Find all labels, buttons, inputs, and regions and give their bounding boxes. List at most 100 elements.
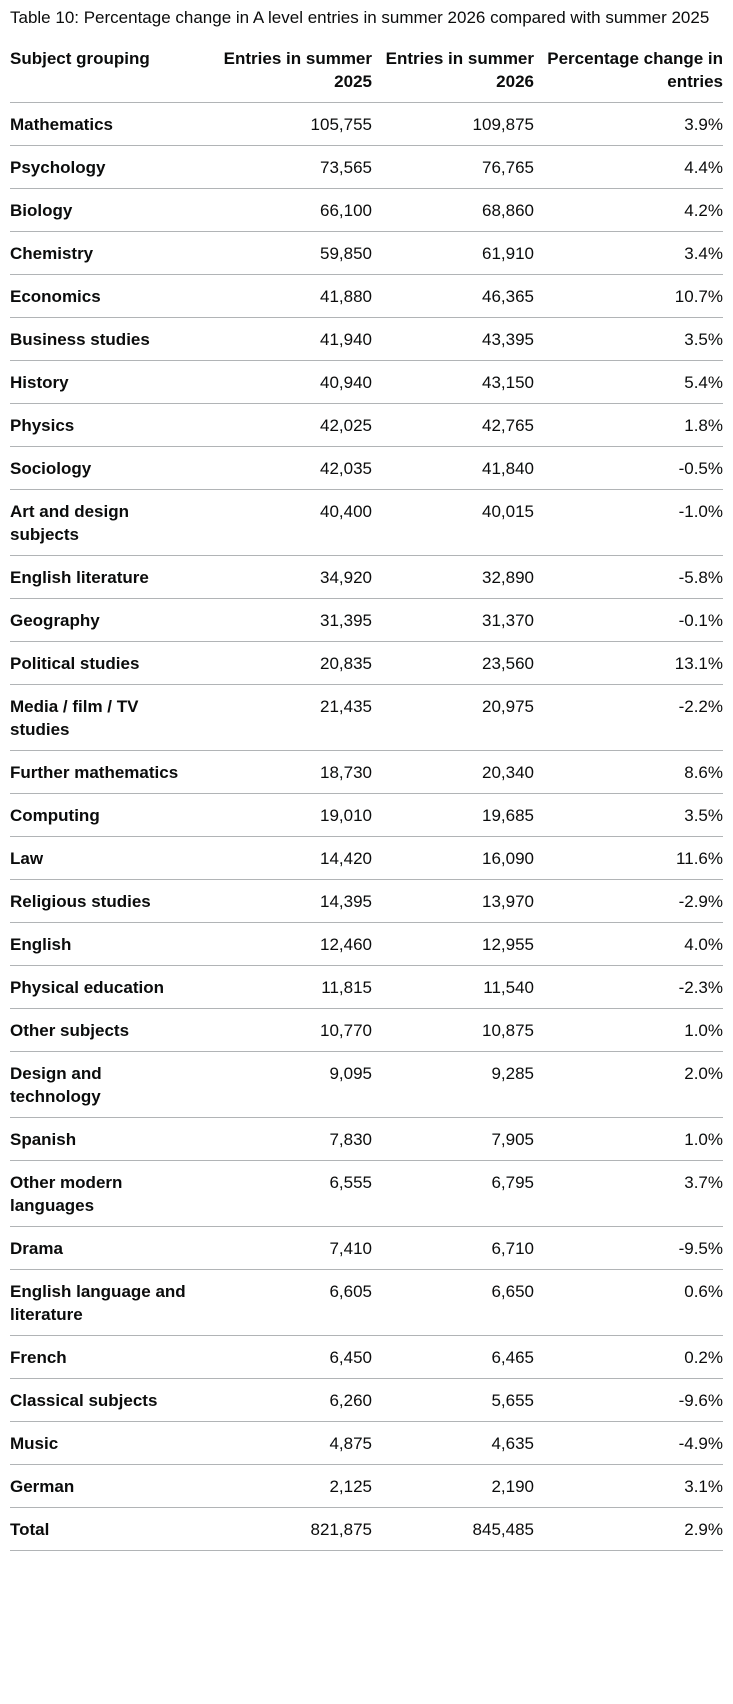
entries-2026-cell: 41,840	[372, 446, 534, 490]
header-entries-2025: Entries in summer 2025	[210, 47, 372, 103]
table-row: English language and literature 6,605 6,65…	[10, 1269, 723, 1336]
percentage-change-cell: 4.0%	[534, 922, 723, 966]
entries-2026-cell: 12,955	[372, 922, 534, 966]
entries-2026-cell: 43,395	[372, 317, 534, 361]
table-row: Sociology 42,035 41,840 -0.5%	[10, 446, 723, 490]
subject-cell: History	[10, 360, 210, 404]
percentage-change-cell: 1.0%	[534, 1008, 723, 1052]
subject-cell: Design and technology	[10, 1051, 210, 1118]
percentage-change-cell: 4.2%	[534, 188, 723, 232]
entries-2026-cell: 13,970	[372, 879, 534, 923]
percentage-change-cell: 0.6%	[534, 1269, 723, 1336]
subject-cell: French	[10, 1335, 210, 1379]
table-row: Design and technology 9,095 9,285 2.0%	[10, 1051, 723, 1118]
percentage-change-cell: 10.7%	[534, 274, 723, 318]
entries-2026-cell: 68,860	[372, 188, 534, 232]
percentage-change-cell: 3.7%	[534, 1160, 723, 1227]
percentage-change-cell: 3.4%	[534, 231, 723, 275]
percentage-change-cell: -2.2%	[534, 684, 723, 751]
subject-cell: Spanish	[10, 1117, 210, 1161]
percentage-change-cell: -9.6%	[534, 1378, 723, 1422]
percentage-change-cell: 3.9%	[534, 102, 723, 146]
entries-2026-cell: 31,370	[372, 598, 534, 642]
table-row: Economics 41,880 46,365 10.7%	[10, 274, 723, 318]
entries-2025-cell: 105,755	[210, 102, 372, 146]
table-row: Further mathematics 18,730 20,340 8.6%	[10, 750, 723, 794]
entries-2026-cell: 6,650	[372, 1269, 534, 1336]
entries-table: Table 10: Percentage change in A level e…	[10, 6, 723, 1551]
percentage-change-cell: -2.9%	[534, 879, 723, 923]
percentage-change-cell: 5.4%	[534, 360, 723, 404]
subject-cell: Psychology	[10, 145, 210, 189]
entries-2026-cell: 23,560	[372, 641, 534, 685]
percentage-change-cell: -4.9%	[534, 1421, 723, 1465]
subject-cell: Sociology	[10, 446, 210, 490]
header-entries-2026: Entries in summer 2026	[372, 47, 534, 103]
table-row: Religious studies 14,395 13,970 -2.9%	[10, 879, 723, 923]
header-percentage-change: Percentage change in entries	[534, 47, 723, 103]
subject-cell: Computing	[10, 793, 210, 837]
percentage-change-cell: 2.0%	[534, 1051, 723, 1118]
entries-2026-cell: 6,465	[372, 1335, 534, 1379]
entries-2026-cell: 9,285	[372, 1051, 534, 1118]
subject-cell: Geography	[10, 598, 210, 642]
table-caption: Table 10: Percentage change in A level e…	[10, 8, 710, 27]
table-row: Political studies 20,835 23,560 13.1%	[10, 641, 723, 685]
entries-2025-cell: 9,095	[210, 1051, 372, 1118]
entries-2025-cell: 19,010	[210, 793, 372, 837]
entries-2025-cell: 73,565	[210, 145, 372, 189]
subject-cell: Other modern languages	[10, 1160, 210, 1227]
table-container: Table 10: Percentage change in A level e…	[10, 6, 723, 1551]
percentage-change-cell: 1.0%	[534, 1117, 723, 1161]
entries-2026-cell: 20,340	[372, 750, 534, 794]
subject-cell: Media / film / TV studies	[10, 684, 210, 751]
table-row: Computing 19,010 19,685 3.5%	[10, 793, 723, 837]
entries-2026-cell: 10,875	[372, 1008, 534, 1052]
table-row: Total 821,875 845,485 2.9%	[10, 1507, 723, 1551]
entries-2026-cell: 43,150	[372, 360, 534, 404]
table-row: Geography 31,395 31,370 -0.1%	[10, 598, 723, 642]
percentage-change-cell: 3.1%	[534, 1464, 723, 1508]
subject-cell: Economics	[10, 274, 210, 318]
entries-2025-cell: 6,260	[210, 1378, 372, 1422]
entries-2025-cell: 14,420	[210, 836, 372, 880]
entries-2026-cell: 6,710	[372, 1226, 534, 1270]
header-row: Subject grouping Entries in summer 2025 …	[10, 47, 723, 103]
header-subject-grouping: Subject grouping	[10, 47, 210, 103]
entries-2026-cell: 6,795	[372, 1160, 534, 1227]
subject-cell: Drama	[10, 1226, 210, 1270]
subject-cell: Further mathematics	[10, 750, 210, 794]
table-row: Other modern languages 6,555 6,795 3.7%	[10, 1160, 723, 1227]
subject-cell: Religious studies	[10, 879, 210, 923]
percentage-change-cell: 2.9%	[534, 1507, 723, 1551]
entries-2026-cell: 19,685	[372, 793, 534, 837]
entries-2025-cell: 10,770	[210, 1008, 372, 1052]
entries-2025-cell: 66,100	[210, 188, 372, 232]
entries-2026-cell: 42,765	[372, 403, 534, 447]
percentage-change-cell: 1.8%	[534, 403, 723, 447]
percentage-change-cell: 13.1%	[534, 641, 723, 685]
entries-2026-cell: 20,975	[372, 684, 534, 751]
entries-2026-cell: 2,190	[372, 1464, 534, 1508]
subject-cell: English literature	[10, 555, 210, 599]
percentage-change-cell: 8.6%	[534, 750, 723, 794]
entries-2026-cell: 61,910	[372, 231, 534, 275]
entries-2025-cell: 4,875	[210, 1421, 372, 1465]
subject-cell: Other subjects	[10, 1008, 210, 1052]
subject-cell: Business studies	[10, 317, 210, 361]
table-row: English literature 34,920 32,890 -5.8%	[10, 555, 723, 599]
table-row: Spanish 7,830 7,905 1.0%	[10, 1117, 723, 1161]
entries-2025-cell: 21,435	[210, 684, 372, 751]
entries-2025-cell: 59,850	[210, 231, 372, 275]
entries-2025-cell: 11,815	[210, 965, 372, 1009]
entries-2025-cell: 41,940	[210, 317, 372, 361]
entries-2026-cell: 76,765	[372, 145, 534, 189]
entries-2025-cell: 34,920	[210, 555, 372, 599]
table-row: Other subjects 10,770 10,875 1.0%	[10, 1008, 723, 1052]
table-row: Law 14,420 16,090 11.6%	[10, 836, 723, 880]
table-row: Drama 7,410 6,710 -9.5%	[10, 1226, 723, 1270]
entries-2025-cell: 14,395	[210, 879, 372, 923]
entries-2025-cell: 31,395	[210, 598, 372, 642]
subject-cell: Physical education	[10, 965, 210, 1009]
subject-cell: English language and literature	[10, 1269, 210, 1336]
